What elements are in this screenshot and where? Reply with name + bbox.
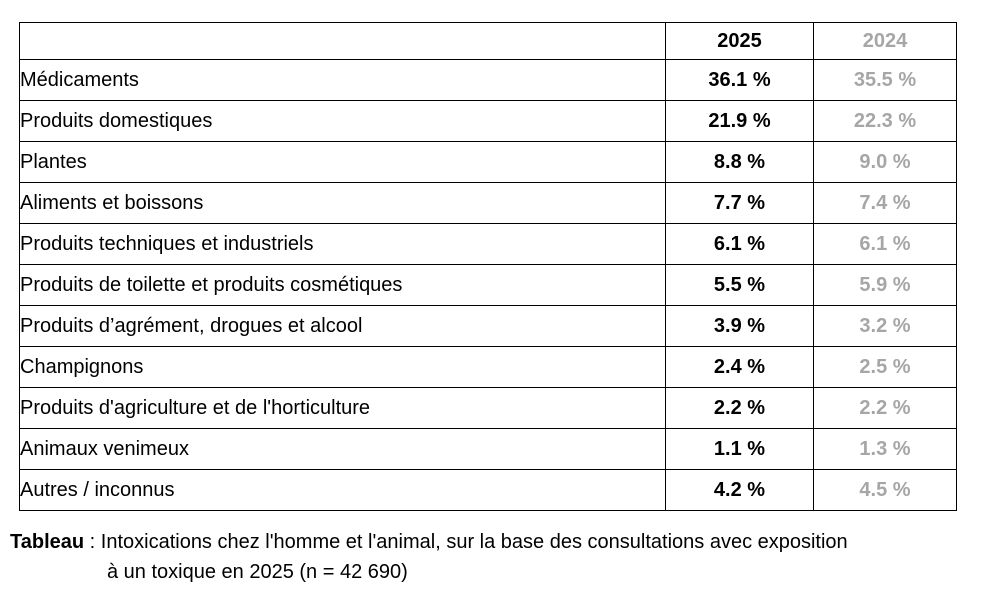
row-label: Produits d'agriculture et de l'horticult… (19, 387, 666, 429)
row-label: Produits domestiques (19, 100, 666, 142)
value-2025: 2.4 % (665, 346, 814, 388)
value-2024: 4.5 % (813, 469, 957, 511)
row-label: Animaux venimeux (19, 428, 666, 470)
value-2024: 2.5 % (813, 346, 957, 388)
row-label: Produits de toilette et produits cosméti… (19, 264, 666, 306)
row-label: Médicaments (19, 59, 666, 101)
value-2024: 7.4 % (813, 182, 957, 224)
row-label: Produits d’agrément, drogues et alcool (19, 305, 666, 347)
table-row: Produits d'agriculture et de l'horticult… (19, 387, 957, 429)
caption-line-1: Tableau : Intoxications chez l'homme et … (10, 527, 848, 557)
value-2024: 6.1 % (813, 223, 957, 265)
column-header-2024: 2024 (813, 22, 957, 60)
value-2024: 35.5 % (813, 59, 957, 101)
value-2025: 3.9 % (665, 305, 814, 347)
value-2024: 5.9 % (813, 264, 957, 306)
value-2024: 1.3 % (813, 428, 957, 470)
row-label: Plantes (19, 141, 666, 183)
value-2025: 7.7 % (665, 182, 814, 224)
value-2024: 9.0 % (813, 141, 957, 183)
table-header-row: 2025 2024 (19, 22, 957, 60)
row-label: Champignons (19, 346, 666, 388)
value-2025: 36.1 % (665, 59, 814, 101)
table-row: Aliments et boissons 7.7 % 7.4 % (19, 182, 957, 224)
column-header-empty (19, 22, 666, 60)
value-2025: 1.1 % (665, 428, 814, 470)
value-2025: 6.1 % (665, 223, 814, 265)
value-2024: 3.2 % (813, 305, 957, 347)
table-row: Champignons 2.4 % 2.5 % (19, 346, 957, 388)
intoxications-table: 2025 2024 Médicaments 36.1 % 35.5 % Prod… (19, 22, 957, 511)
row-label: Aliments et boissons (19, 182, 666, 224)
column-header-2025: 2025 (665, 22, 814, 60)
row-label: Autres / inconnus (19, 469, 666, 511)
table-caption: Tableau : Intoxications chez l'homme et … (10, 527, 848, 587)
table-row: Produits de toilette et produits cosméti… (19, 264, 957, 306)
value-2025: 8.8 % (665, 141, 814, 183)
table-row: Produits d’agrément, drogues et alcool 3… (19, 305, 957, 347)
table-row: Produits domestiques 21.9 % 22.3 % (19, 100, 957, 142)
table-row: Médicaments 36.1 % 35.5 % (19, 59, 957, 101)
value-2024: 2.2 % (813, 387, 957, 429)
table-row: Animaux venimeux 1.1 % 1.3 % (19, 428, 957, 470)
row-label: Produits techniques et industriels (19, 223, 666, 265)
caption-label: Tableau (10, 531, 85, 553)
value-2025: 4.2 % (665, 469, 814, 511)
value-2025: 5.5 % (665, 264, 814, 306)
value-2025: 2.2 % (665, 387, 814, 429)
table-row: Autres / inconnus 4.2 % 4.5 % (19, 469, 957, 511)
caption-text: : Intoxications chez l'homme et l'animal… (84, 531, 848, 553)
table-row: Produits techniques et industriels 6.1 %… (19, 223, 957, 265)
table-row: Plantes 8.8 % 9.0 % (19, 141, 957, 183)
value-2025: 21.9 % (665, 100, 814, 142)
value-2024: 22.3 % (813, 100, 957, 142)
caption-line-2: à un toxique en 2025 (n = 42 690) (107, 561, 408, 583)
